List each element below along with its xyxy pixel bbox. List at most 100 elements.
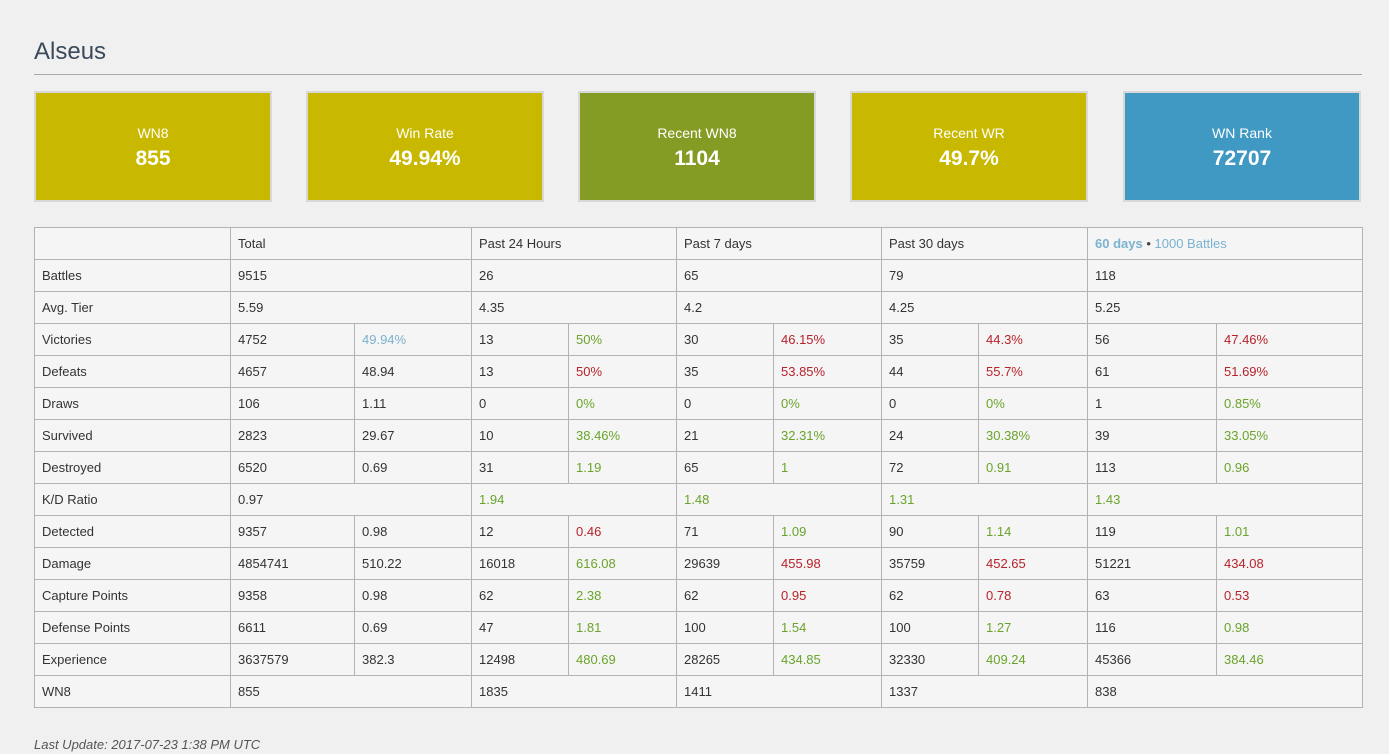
cell-recent: 63 [1087,579,1217,612]
cell-past-30-days-ratio: 30.38% [978,419,1088,452]
row-label: Capture Points [34,579,231,612]
page-title: Alseus [34,38,107,65]
recent-days-link[interactable]: 60 days [1095,236,1143,251]
row-label: Survived [34,419,231,452]
card-value: 49.94% [389,147,461,170]
header-empty-cell [34,227,231,260]
row-label: WN8 [34,675,231,708]
table-row: Survived 2823 29.67 10 38.46% 21 32.31% 24 30.38… [34,419,1364,452]
cell-past-7-days-ratio: 1.09 [773,515,882,548]
cell-recent: 113 [1087,451,1217,484]
table-row: Experience 3637579 382.3 12498 480.69 28265 43… [34,643,1364,676]
table-row: Avg. Tier 5.59 4.35 4.2 4.25 5.25 [34,291,1364,324]
row-label: Damage [34,547,231,580]
cell-recent-ratio: 434.08 [1215,547,1364,580]
cell-past-7-days: 1411 [676,675,882,708]
cell-past-7-days-ratio: 0% [773,387,882,420]
table-row: Battles 9515 26 65 79 118 [34,259,1364,292]
card-label: Recent WR [933,125,1005,141]
table-row: Capture Points 9358 0.98 62 2.38 62 0.95 62 0.78… [34,579,1364,612]
cell-total-ratio: 0.69 [354,451,472,484]
cell-past-7-days: 71 [676,515,774,548]
cell-total: 9515 [230,259,472,292]
cell-total: 4657 [230,355,355,388]
cell-past-30-days: 24 [881,419,979,452]
cell-past-24-hours: 0 [471,387,569,420]
table-row: Defense Points 6611 0.69 47 1.81 100 1.54 100 1.… [34,611,1364,644]
cell-past-24-hours: 1835 [471,675,677,708]
recent-battles-link[interactable]: 1000 Battles [1154,236,1227,251]
cell-past-30-days-ratio: 452.65 [978,547,1088,580]
cell-past-30-days: 72 [881,451,979,484]
table-row: WN8 855 1835 1411 1337 838 [34,675,1364,708]
cell-past-24-hours: 10 [471,419,569,452]
cell-total: 6611 [230,611,355,644]
cell-total: 2823 [230,419,355,452]
cell-recent: 116 [1087,611,1217,644]
cell-recent: 45366 [1087,643,1217,676]
cell-past-7-days: 28265 [676,643,774,676]
table-row: Draws 106 1.11 0 0% 0 0% 0 0% 1 0.85% [34,387,1364,420]
cell-past-7-days-ratio: 434.85 [773,643,882,676]
cell-recent-ratio: 47.46% [1215,323,1364,356]
cell-past-24-hours: 62 [471,579,569,612]
cell-total: 6520 [230,451,355,484]
card-wn8: WN8 855 [34,91,272,202]
cell-total: 5.59 [230,291,472,324]
cell-recent: 61 [1087,355,1217,388]
cell-total: 4854741 [230,547,355,580]
cell-recent-ratio: 0.53 [1215,579,1364,612]
cell-recent: 119 [1087,515,1217,548]
cell-recent-ratio: 0.98 [1215,611,1364,644]
cell-past-30-days-ratio: 1.27 [978,611,1088,644]
table-row: Detected 9357 0.98 12 0.46 71 1.09 90 1.14 119 1.0… [34,515,1364,548]
cell-past-7-days: 65 [676,451,774,484]
cell-total-ratio: 29.67 [354,419,472,452]
cell-past-30-days: 0 [881,387,979,420]
title-divider [34,74,1362,75]
cell-past-30-days: 62 [881,579,979,612]
cell-total: 4752 [230,323,355,356]
cell-total-ratio: 0.98 [354,579,472,612]
cell-past-7-days: 30 [676,323,774,356]
cell-past-30-days-ratio: 0% [978,387,1088,420]
cell-total-ratio: 0.69 [354,611,472,644]
cell-total: 9358 [230,579,355,612]
row-label: Detected [34,515,231,548]
cell-recent: 1.43 [1086,483,1364,516]
row-label: Experience [34,643,231,676]
cell-total-ratio: 382.3 [354,643,472,676]
row-label: Destroyed [34,451,231,484]
header-recent: 60 days • 1000 Battles [1086,227,1364,260]
cell-past-24-hours: 13 [471,323,569,356]
cell-past-24-hours-ratio: 1.81 [568,611,677,644]
card-value: 1104 [674,147,720,170]
cell-past-7-days: 4.2 [676,291,882,324]
card-recent-wn8: Recent WN8 1104 [578,91,816,202]
cell-past-30-days: 35759 [881,547,979,580]
table-header-row: Total Past 24 Hours Past 7 days Past 30 … [34,227,1364,260]
row-label: Battles [34,259,231,292]
cell-past-24-hours: 47 [471,611,569,644]
cell-past-24-hours: 13 [471,355,569,388]
cell-past-24-hours-ratio: 480.69 [568,643,677,676]
cell-past-7-days: 29639 [676,547,774,580]
cell-total: 0.97 [230,483,472,516]
row-label: Defeats [34,355,231,388]
cell-past-24-hours: 31 [471,451,569,484]
cell-past-24-hours: 12498 [471,643,569,676]
cell-past-30-days: 4.25 [881,291,1088,324]
header-past-7-days: Past 7 days [676,227,882,260]
header-past-30-days: Past 30 days [881,227,1088,260]
cell-past-24-hours-ratio: 616.08 [568,547,677,580]
card-label: WN8 [137,125,169,141]
card-win-rate: Win Rate 49.94% [306,91,544,202]
last-update-text: Last Update: 2017-07-23 1:38 PM UTC [34,737,261,752]
cell-past-7-days: 100 [676,611,774,644]
cell-total: 9357 [230,515,355,548]
cell-past-24-hours-ratio: 2.38 [568,579,677,612]
summary-cards: WN8 855 Win Rate 49.94% Recent WN8 1104 … [34,91,1362,202]
table-row: Victories 4752 49.94% 13 50% 30 46.15% 35 44.3% 5… [34,323,1364,356]
cell-total-ratio: 48.94 [354,355,472,388]
